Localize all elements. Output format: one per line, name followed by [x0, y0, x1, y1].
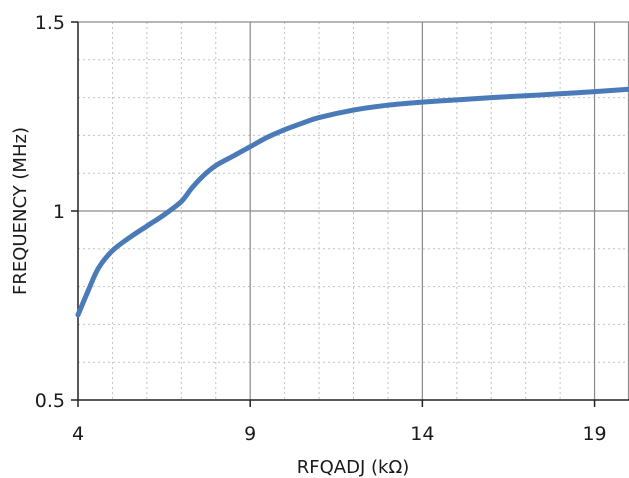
- series-line: [75, 86, 629, 318]
- y-tick-label: 0.5: [35, 390, 65, 412]
- y-tick-labels: 0.5 1 1.5: [35, 12, 65, 412]
- x-tick-label: 19: [582, 423, 606, 445]
- axes: [71, 21, 629, 407]
- y-axis-label: FREQUENCY (MHz): [10, 127, 31, 295]
- minor-grid: [78, 22, 629, 400]
- x-tick-labels: 4 9 14 19: [72, 423, 607, 445]
- x-tick-label: 9: [244, 423, 256, 445]
- y-tick-label: 1.5: [35, 12, 65, 34]
- series-layer: [75, 86, 629, 318]
- x-tick-label: 14: [410, 423, 434, 445]
- x-tick-label: 4: [72, 423, 84, 445]
- x-axis-label: RFQADJ (kΩ): [297, 457, 409, 478]
- y-tick-label: 1: [53, 201, 65, 223]
